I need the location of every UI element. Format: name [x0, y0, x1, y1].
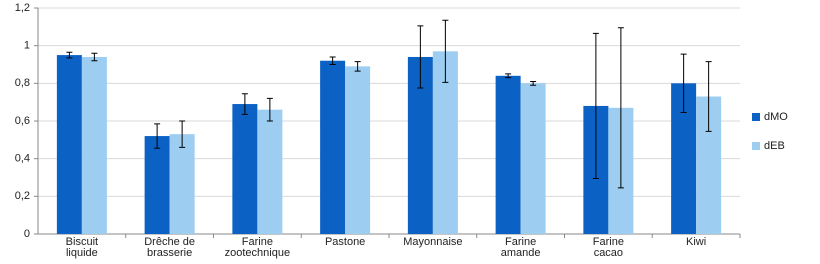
- x-tick-label: Mayonnaise: [403, 236, 462, 248]
- y-tick-label: 0,4: [15, 153, 30, 165]
- y-tick-label: 0,2: [15, 190, 30, 202]
- error-bar: [241, 93, 248, 115]
- error-bar: [329, 56, 336, 65]
- bar: [169, 134, 195, 234]
- error-bar: [417, 25, 424, 89]
- error-bar: [442, 19, 449, 83]
- y-tick-label: 1,2: [15, 2, 30, 14]
- x-tick-label: Drêche de brasserie: [144, 236, 195, 259]
- error-bar: [530, 80, 537, 86]
- error-bar: [505, 73, 512, 79]
- bar: [520, 83, 546, 234]
- x-tick-label: Farine amande: [501, 236, 541, 259]
- legend-swatch: [752, 113, 760, 121]
- y-tick-label: 0: [24, 228, 30, 240]
- bar: [320, 60, 346, 234]
- error-bar: [266, 97, 273, 122]
- error-bar: [680, 53, 687, 114]
- bar: [257, 109, 283, 234]
- y-tick-label: 0,8: [15, 77, 30, 89]
- y-tick-label: 1: [24, 40, 30, 52]
- error-bar: [705, 61, 712, 132]
- error-bar: [354, 61, 361, 72]
- bar: [345, 66, 371, 234]
- error-bar: [617, 27, 624, 189]
- error-bar: [154, 123, 161, 149]
- bar: [144, 136, 170, 234]
- legend-label: dEB: [764, 140, 785, 152]
- legend-label: dMO: [764, 111, 788, 123]
- bar: [232, 104, 258, 234]
- bar: [495, 75, 521, 234]
- x-tick-label: Farine zootechnique: [225, 236, 290, 259]
- error-bar: [66, 51, 73, 59]
- error-bar: [91, 52, 98, 62]
- x-tick-label: Biscuit liquide: [66, 236, 98, 259]
- x-tick-label: Kiwi: [686, 236, 706, 248]
- error-bar: [179, 120, 186, 148]
- error-bar: [592, 32, 599, 179]
- x-tick-label: Pastone: [325, 236, 365, 248]
- legend-swatch: [752, 142, 760, 150]
- bar: [81, 56, 107, 234]
- x-tick-label: Farine cacao: [593, 236, 624, 259]
- y-tick-label: 0,6: [15, 115, 30, 127]
- bar: [56, 55, 82, 235]
